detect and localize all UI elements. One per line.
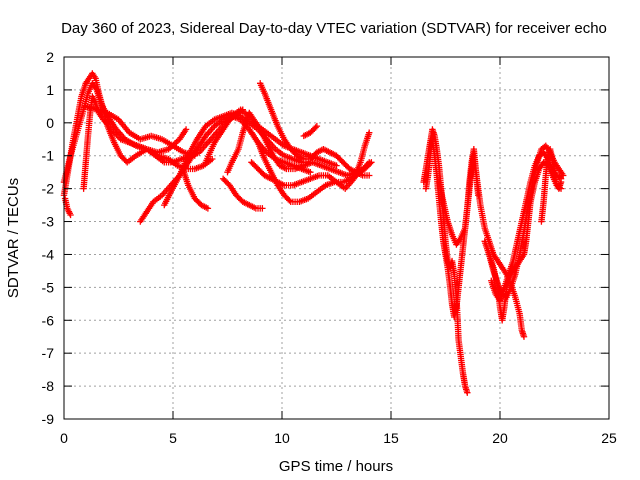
y-tick-labels: 2 1 0 -1 -2 -3 -4 -5 -6 -7 -8 -9: [42, 49, 55, 427]
x-tick-label: 15: [383, 430, 399, 446]
data-point: [286, 197, 293, 204]
chart-title: Day 360 of 2023, Sidereal Day-to-day VTE…: [61, 20, 607, 37]
data-point: [307, 168, 314, 176]
data-point: [333, 162, 340, 169]
data-point: [67, 211, 74, 219]
plot-frame: [63, 56, 610, 420]
y-tick-label: -1: [42, 148, 55, 164]
data-point: [259, 205, 266, 212]
y-tick-label: 1: [46, 82, 54, 98]
data-point: [557, 178, 565, 186]
data-point: [366, 172, 373, 179]
y-tick-label: -4: [42, 246, 55, 262]
data-point: [520, 333, 528, 340]
data-point: [312, 124, 319, 131]
x-tick-label: 25: [601, 430, 617, 446]
axis-ticks: [63, 56, 610, 420]
x-tick-label: 10: [274, 430, 290, 446]
y-axis-title: SDTVAR / TECUs: [5, 178, 22, 298]
y-tick-label: 0: [46, 115, 54, 131]
data-point: [366, 129, 373, 136]
data-point: [182, 126, 190, 133]
x-axis-title: GPS time / hours: [279, 458, 393, 475]
data-point: [366, 159, 373, 166]
y-tick-label: -2: [42, 181, 55, 197]
x-tick-label: 5: [169, 430, 177, 446]
y-tick-label: -6: [42, 312, 55, 328]
data-series: [60, 70, 567, 396]
y-tick-label: -9: [42, 411, 55, 427]
data-point: [560, 172, 567, 179]
data-point: [209, 155, 216, 163]
x-tick-label: 0: [60, 430, 68, 446]
y-tick-label: 2: [46, 49, 54, 65]
x-tick-labels: 0 5 10 15 20 25: [60, 430, 617, 446]
y-tick-label: -8: [42, 378, 55, 394]
data-point: [464, 389, 471, 396]
data-point: [313, 122, 321, 130]
y-tick-label: -5: [42, 279, 55, 295]
x-tick-label: 20: [492, 430, 508, 446]
data-point: [204, 205, 212, 212]
y-tick-label: -3: [42, 214, 55, 230]
y-tick-label: -7: [42, 345, 55, 361]
